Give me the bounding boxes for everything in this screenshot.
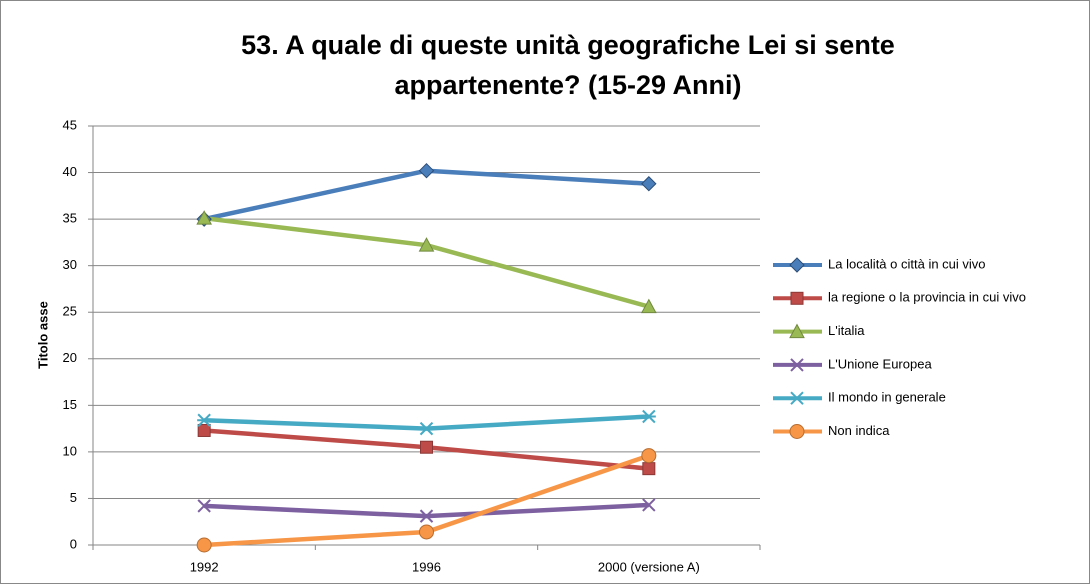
legend-label: Il mondo in generale (828, 390, 946, 405)
x-tick-label: 1992 (190, 559, 219, 574)
x-tick-label: 1996 (412, 559, 441, 574)
y-tick-label: 15 (63, 397, 77, 412)
marker-shape (640, 298, 657, 314)
marker (419, 421, 434, 436)
marker-shape (420, 440, 433, 454)
legend-label: la regione o la provincia in cui vivo (828, 290, 1026, 305)
marker (197, 423, 211, 437)
marker-shape (790, 291, 804, 305)
marker-shape (789, 323, 805, 339)
marker (789, 257, 805, 273)
marker-shape (418, 237, 435, 252)
marker-shape (641, 176, 657, 192)
marker (197, 499, 211, 513)
marker (641, 448, 657, 464)
marker-shape (789, 257, 805, 273)
y-axis-title: Titolo asse (35, 301, 50, 369)
marker (640, 298, 657, 314)
x-tick-label: 2000 (versione A) (598, 559, 700, 574)
marker-shape (419, 524, 434, 540)
marker (789, 323, 805, 339)
marker (790, 291, 804, 305)
marker (789, 424, 805, 439)
marker-shape (197, 423, 211, 437)
y-tick-label: 10 (63, 443, 77, 458)
y-tick-label: 0 (70, 536, 77, 551)
marker (641, 176, 657, 192)
y-tick-label: 45 (63, 117, 77, 132)
y-tick-label: 40 (63, 164, 77, 179)
legend-label: Non indica (828, 423, 890, 438)
marker (790, 358, 804, 372)
legend-label: L'Unione Europea (828, 356, 932, 371)
marker (419, 509, 434, 523)
y-tick-label: 5 (70, 490, 77, 505)
marker-shape (789, 424, 805, 439)
chart-title: 53. A quale di queste unità geografiche … (241, 30, 895, 60)
marker-shape (642, 498, 656, 512)
y-tick-label: 25 (63, 304, 77, 319)
marker (790, 391, 804, 405)
marker-shape (790, 358, 804, 372)
y-tick-label: 30 (63, 257, 77, 272)
marker (418, 237, 435, 252)
marker-shape (641, 448, 657, 464)
marker-shape (642, 462, 656, 476)
legend-label: La località o città in cui vivo (828, 256, 986, 271)
y-tick-label: 20 (63, 350, 77, 365)
marker (197, 413, 212, 427)
marker-shape (196, 210, 213, 225)
marker (420, 440, 433, 454)
marker-shape (197, 499, 211, 513)
legend-label: L'italia (828, 323, 865, 338)
marker (196, 210, 213, 225)
marker-shape (418, 162, 435, 179)
marker-shape (419, 509, 434, 523)
chart-title: appartenente? (15-29 Anni) (394, 70, 741, 100)
marker (641, 409, 656, 424)
marker (418, 162, 435, 179)
marker (642, 498, 656, 512)
marker (419, 524, 434, 540)
marker (642, 462, 656, 476)
marker (196, 537, 212, 553)
y-tick-label: 35 (63, 211, 77, 226)
marker-shape (196, 537, 212, 553)
